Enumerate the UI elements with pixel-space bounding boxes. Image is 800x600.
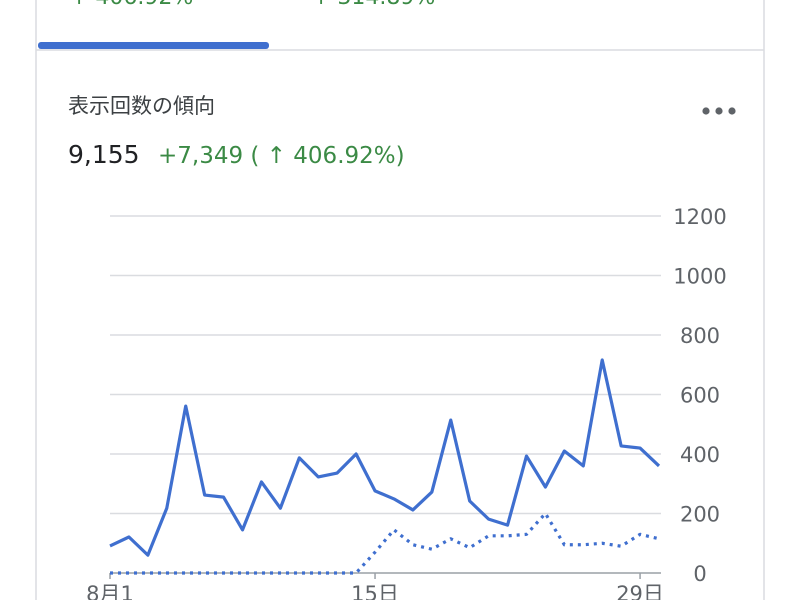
plot: 0 200 400 600 800 1000 1200 8月1 15日 29日 <box>86 205 727 600</box>
x-tick-label: 29日 <box>616 582 664 600</box>
total-value: 9,155 <box>68 140 140 169</box>
y-tick-label: 200 <box>680 503 720 527</box>
tab-change[interactable]: ↑ 406.92% <box>70 0 193 10</box>
y-tick-label: 0 <box>693 562 706 586</box>
x-tick-label: 15日 <box>351 582 399 600</box>
y-tick-label: 400 <box>680 443 720 467</box>
menu-dot <box>715 107 723 115</box>
x-tick-label: 8月1 <box>86 582 134 600</box>
y-tick-label: 1200 <box>673 205 726 229</box>
menu-dot <box>728 107 736 115</box>
series-line <box>110 511 660 575</box>
series-line <box>109 358 661 557</box>
y-tick-label: 800 <box>680 324 720 348</box>
menu-dot <box>702 107 710 115</box>
active-tab-indicator <box>38 42 269 49</box>
more-menu[interactable] <box>702 107 736 115</box>
tab-change[interactable]: ↑ 314.89% <box>312 0 435 10</box>
y-tick-label: 600 <box>680 384 720 408</box>
card-title: 表示回数の傾向 <box>68 94 215 118</box>
y-tick-label: 1000 <box>673 265 726 289</box>
delta-value: +7,349 ( ↑ 406.92%) <box>158 143 405 169</box>
